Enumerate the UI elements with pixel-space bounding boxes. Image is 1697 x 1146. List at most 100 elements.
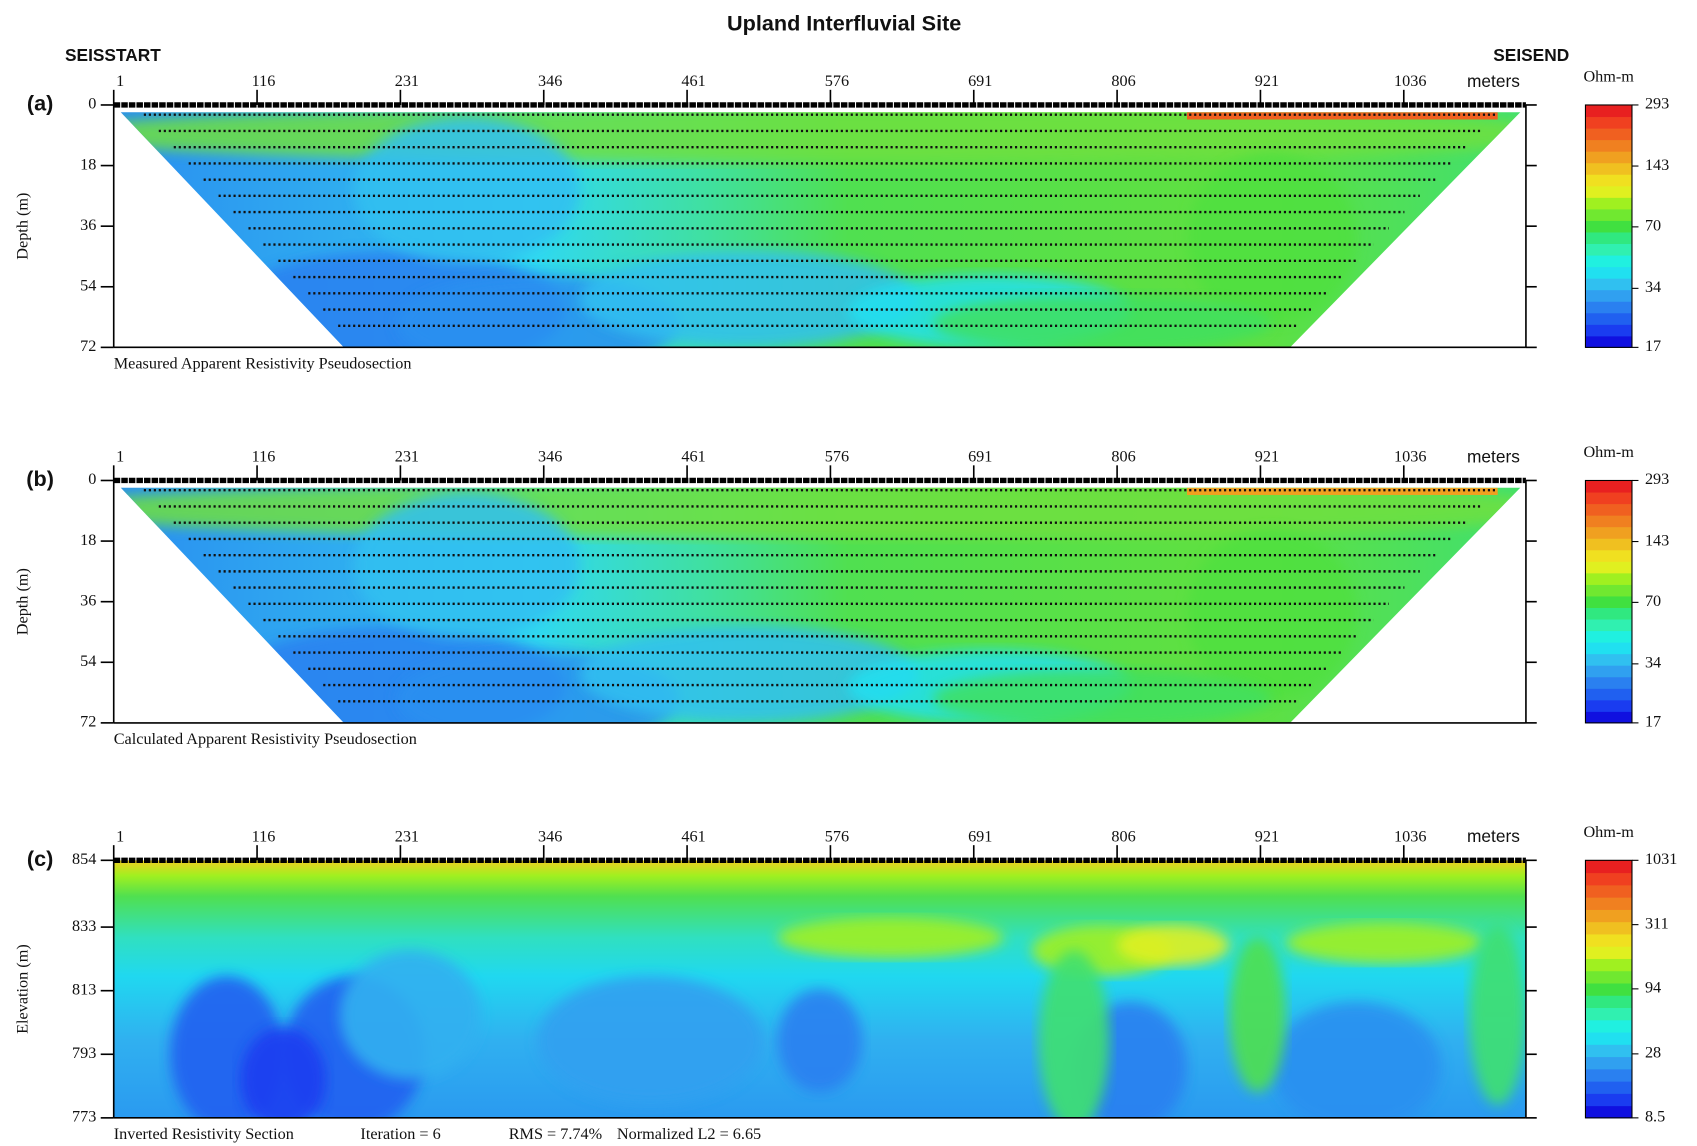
x-tick-label: 576 [825,72,849,90]
x-tick-label: 691 [968,72,992,90]
contour-field [43,105,1596,372]
x-tick-label: 116 [252,827,276,845]
colorbar-segment [1585,1069,1632,1082]
y-tick-label: 72 [80,713,96,731]
contour-blob [1286,922,1484,963]
colorbar-segment [1585,1081,1632,1094]
caption: Iteration = 6 [360,1125,440,1143]
colorbar-segment [1585,197,1632,209]
colorbar-segment [1585,607,1632,619]
y-tick-label: 833 [72,917,96,935]
colorbar-segment [1585,860,1632,873]
x-tick-label: 921 [1255,447,1279,465]
colorbar-segment [1585,278,1632,290]
colorbar-segment [1585,995,1632,1008]
colorbar-tick-label: 17 [1645,713,1661,731]
x-axis-label: meters [1467,446,1520,466]
colorbar-segment [1585,1007,1632,1020]
colorbar-segment [1585,631,1632,643]
contour-field [114,860,1526,1130]
colorbar-segment [1585,209,1632,221]
y-axis-label: Depth (m) [14,193,32,260]
colorbar-segment [1585,504,1632,516]
contour-field [43,480,1596,747]
contour-blob [1187,153,1356,323]
contour-band [1187,112,1498,119]
annotation: SEISEND [1493,45,1569,65]
figure: Upland Interfluvial Site SEISSTART SEISE… [0,0,1697,1146]
colorbar-segment [1585,885,1632,898]
colorbar-segment [1585,909,1632,922]
y-tick-label: 0 [88,95,96,113]
x-tick-label: 1036 [1394,827,1426,845]
colorbar-tick-label: 311 [1645,914,1669,932]
y-tick-label: 54 [80,276,96,294]
colorbar-segment [1585,492,1632,504]
colorbar-segment [1585,550,1632,562]
colorbar-segment [1585,934,1632,947]
colorbar-tick-label: 1031 [1645,850,1677,868]
contour-band [1187,488,1498,495]
contour-blob [1187,529,1356,699]
colorbar-tick-label: 70 [1645,592,1661,610]
colorbar-segment [1585,128,1632,140]
y-axis-label: Elevation (m) [14,944,32,1034]
contour-blob [1116,925,1229,966]
x-tick-label: 806 [1111,447,1135,465]
contour-blob [537,976,763,1105]
colorbar-segment [1585,946,1632,959]
contour-blob [241,1028,326,1131]
y-tick-label: 72 [80,337,96,355]
x-tick-label: 461 [681,827,705,845]
colorbar-segment [1585,1106,1632,1119]
colorbar-segment [1585,480,1632,492]
x-tick-label: 346 [538,827,562,845]
colorbar-segment [1585,151,1632,163]
colorbar-segment [1585,1044,1632,1057]
colorbar-segment [1585,255,1632,267]
x-tick-label: 116 [252,72,276,90]
colorbar-segment [1585,922,1632,935]
contour-blob [354,493,580,638]
colorbar-segment [1585,243,1632,255]
colorbar-segment [1585,983,1632,996]
colorbar-tick-label: 28 [1645,1044,1661,1062]
panel-label: (a) [27,91,53,116]
colorbar-segment [1585,105,1632,117]
contour-blob [340,950,481,1079]
colorbar-segment [1585,1032,1632,1045]
colorbar-segment [1585,1057,1632,1070]
x-tick-label: 231 [395,447,419,465]
contour-blob [933,670,1272,728]
colorbar-segment [1585,117,1632,129]
x-tick-label: 806 [1111,72,1135,90]
y-tick-label: 36 [80,216,96,234]
contour-blob [1272,1002,1441,1131]
colorbar-label: Ohm-m [1583,823,1634,841]
x-tick-label: 231 [395,827,419,845]
x-tick-label: 921 [1255,72,1279,90]
caption: Measured Apparent Resistivity Pseudosect… [114,354,412,372]
colorbar-segment [1585,700,1632,712]
contour-blob [1229,938,1285,1093]
caption: Inverted Resistivity Section [114,1125,294,1143]
colorbar-segment [1585,561,1632,573]
colorbar-segment [1585,140,1632,152]
colorbar-segment [1585,677,1632,689]
page: {"title": "Upland Interfluvial Site", "a… [0,0,1697,1146]
colorbar-tick-label: 34 [1645,278,1661,296]
colorbar-segment [1585,220,1632,232]
colorbar-segment [1585,873,1632,886]
colorbar-tick-label: 34 [1645,654,1661,672]
x-axis-label: meters [1467,826,1520,846]
figure-title: Upland Interfluvial Site [727,11,961,36]
contour-blob [1039,950,1110,1130]
contour-blob [354,117,580,262]
contour-blob [933,294,1272,352]
colorbar-segment [1585,711,1632,723]
panel-label: (b) [26,466,54,491]
caption: Normalized L2 = 6.65 [617,1125,761,1143]
colorbar-tick-label: 143 [1645,531,1669,549]
colorbar-tick-label: 293 [1645,470,1669,488]
